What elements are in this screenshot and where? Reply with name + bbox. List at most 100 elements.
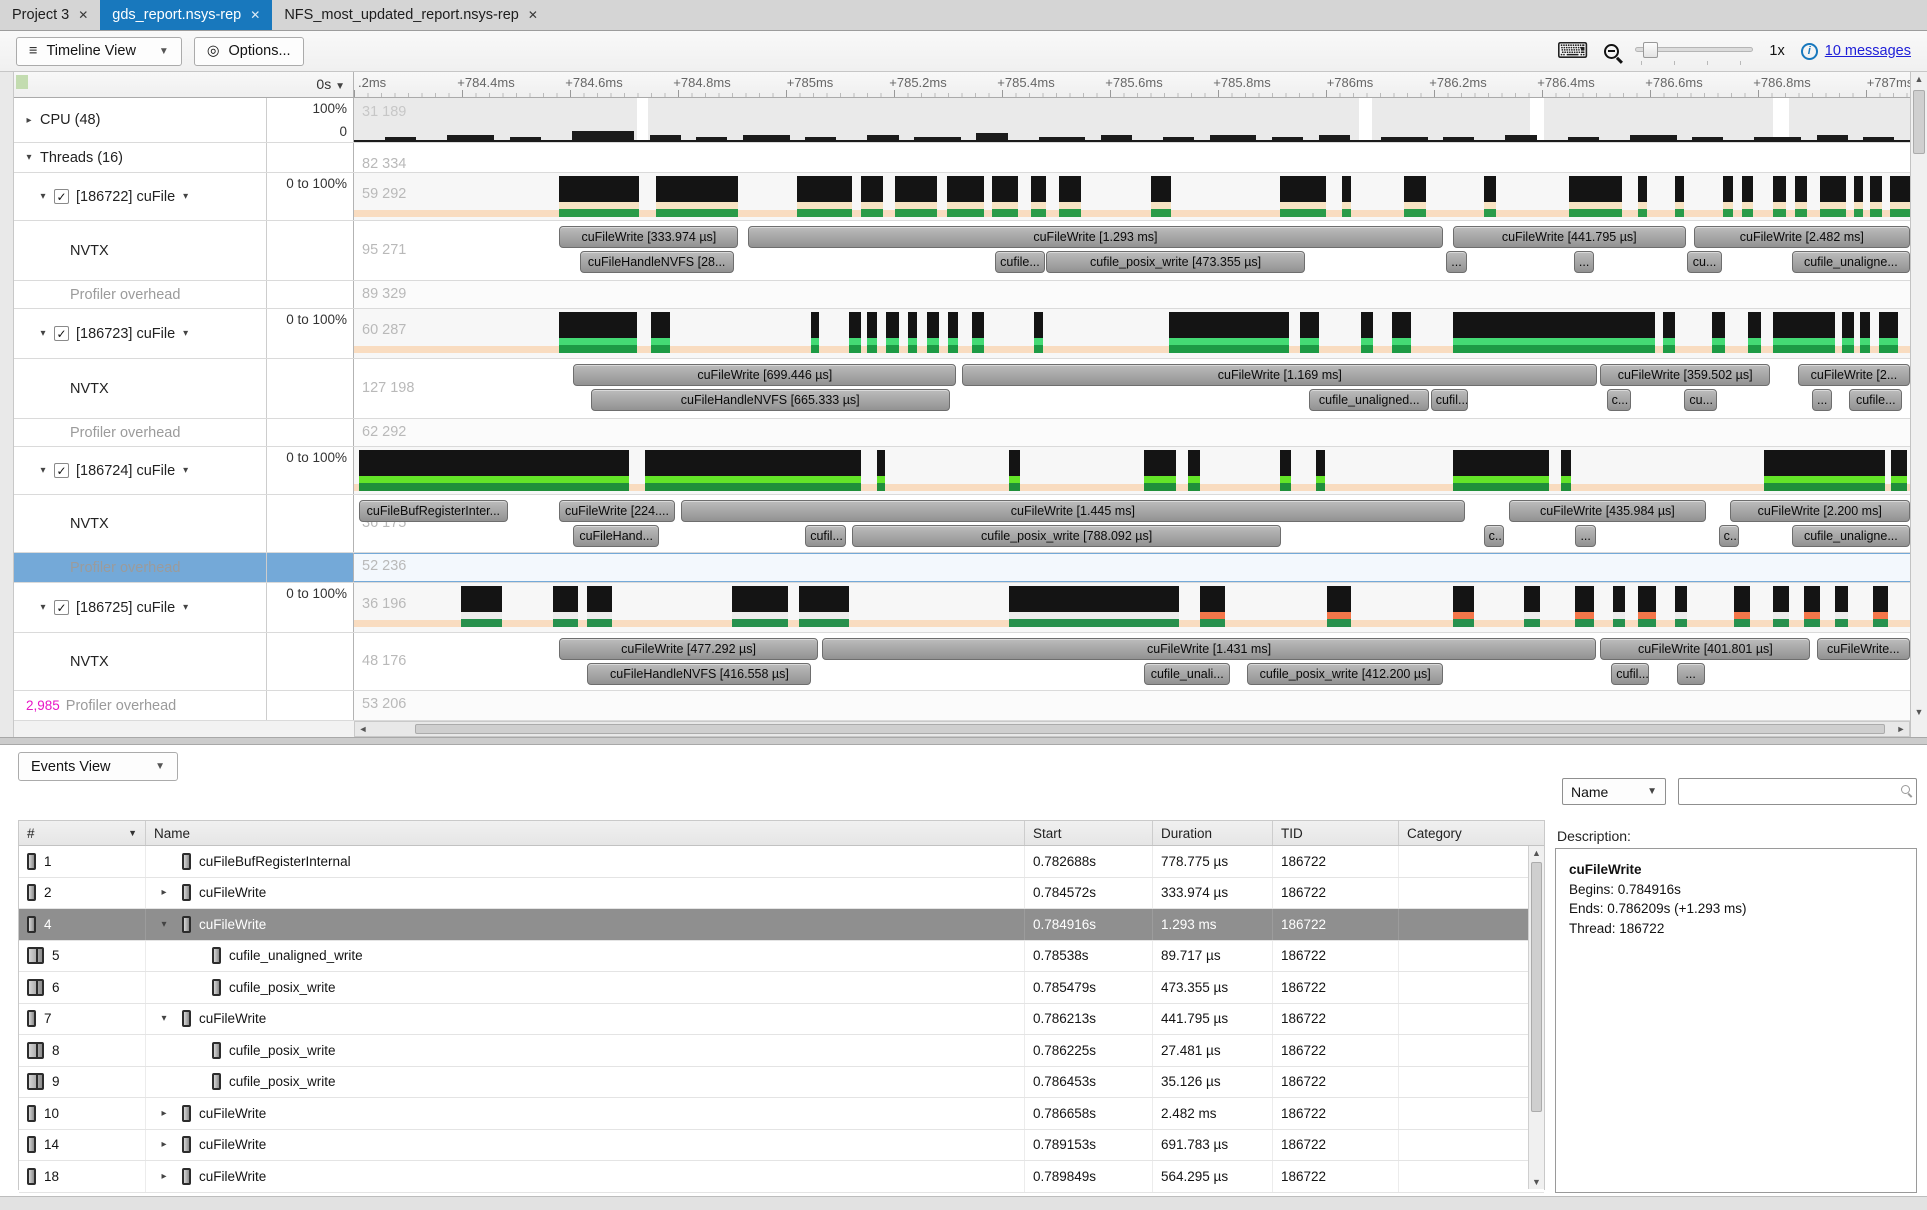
row-track[interactable]: 59 292 xyxy=(354,173,1910,220)
table-row[interactable]: 10 ▸ cuFileWrite 0.786658s 2.482 ms 186722 xyxy=(19,1098,1544,1130)
timeline-row-nvtx[interactable]: NVTX 127 198 cuFileWrite [699.446 µs] cuFil… xyxy=(14,359,1910,419)
nvtx-range-span[interactable]: cuFileWrite [441.795 µs] xyxy=(1452,226,1686,248)
timeline-row-thread[interactable]: ▾ ✓ [186722] cuFile ▾ 0 to 100% 59 292 xyxy=(14,173,1910,221)
nvtx-range-span[interactable]: cuFileWrite [1.169 ms] xyxy=(962,364,1598,386)
scroll-down-icon[interactable]: ▼ xyxy=(1532,1177,1541,1187)
event-search-input[interactable] xyxy=(1679,779,1916,804)
zoom-slider-handle[interactable] xyxy=(1643,42,1659,58)
row-label-cell[interactable]: NVTX xyxy=(14,495,267,552)
timeline-row-overhead[interactable]: Profiler overhead 62 292 xyxy=(14,419,1910,447)
scroll-up-icon[interactable]: ▲ xyxy=(1532,848,1541,858)
scrollbar-thumb[interactable] xyxy=(1531,862,1542,1112)
table-row[interactable]: 18 ▸ cuFileWrite 0.789849s 564.295 µs 186722 xyxy=(19,1161,1544,1193)
nvtx-range-span[interactable]: cuFileWrite [2... xyxy=(1797,364,1910,386)
chevron-down-icon[interactable]: ▾ xyxy=(183,602,189,613)
nvtx-range-span[interactable]: ... xyxy=(1446,251,1467,273)
expand-icon[interactable]: ▸ xyxy=(26,114,32,126)
table-row[interactable]: 4 ▾ cuFileWrite 0.784916s 1.293 ms 186722 xyxy=(19,909,1544,941)
row-track[interactable]: 52 236 xyxy=(354,553,1910,582)
timeline-row-nvtx[interactable]: NVTX 36 175 cuFileBufRegisterInter... cuFil… xyxy=(14,495,1910,553)
row-label-cell[interactable]: ▾ ✓ [186724] cuFile ▾ xyxy=(14,447,267,494)
nvtx-range-span[interactable]: cufil... xyxy=(805,525,846,547)
nvtx-range-span[interactable]: cufil... xyxy=(1430,389,1469,411)
tab-gds-report-nsys-rep[interactable]: gds_report.nsys-rep ✕ xyxy=(100,0,273,30)
row-label-cell[interactable]: NVTX xyxy=(14,359,267,418)
collapse-icon[interactable]: ▾ xyxy=(40,191,46,202)
timeline-row-group[interactable]: ▾ Threads (16) 82 334 xyxy=(14,143,1910,173)
nvtx-range-span[interactable]: cuFileWrite [333.974 µs] xyxy=(559,226,739,248)
chevron-down-icon[interactable]: ▾ xyxy=(183,191,189,202)
zoom-slider[interactable] xyxy=(1635,41,1754,65)
row-label-cell[interactable]: ▾ ✓ [186725] cuFile ▾ xyxy=(14,583,267,632)
nvtx-range-span[interactable]: cuFileWrite... xyxy=(1816,638,1910,660)
nvtx-range-span[interactable]: cuFileWrite [2.200 ms] xyxy=(1729,500,1910,522)
scroll-left-icon[interactable]: ◄ xyxy=(358,724,368,734)
view-selector-dropdown[interactable]: ≡ Timeline View ▼ xyxy=(16,36,182,66)
nvtx-range-span[interactable]: c... xyxy=(1718,525,1739,547)
row-label-cell[interactable]: ▸ CPU (48) xyxy=(14,98,267,142)
nvtx-range-span[interactable]: cuFileHand... xyxy=(573,525,659,547)
expand-icon[interactable]: ▸ xyxy=(161,1107,167,1119)
column-header-tid[interactable]: TID xyxy=(1273,821,1399,845)
nvtx-range-span[interactable]: cufile... xyxy=(1849,389,1903,411)
row-label-cell[interactable]: Profiler overhead xyxy=(14,553,267,582)
row-track[interactable]: 36 175 cuFileBufRegisterInter... cuFileWri… xyxy=(354,495,1910,552)
tab-project-3[interactable]: Project 3 ✕ xyxy=(0,0,100,30)
table-row[interactable]: 9 cufile_posix_write 0.786453s 35.126 µs 186… xyxy=(19,1066,1544,1098)
table-row[interactable]: 6 cufile_posix_write 0.785479s 473.355 µs 18… xyxy=(19,972,1544,1004)
nvtx-range-span[interactable]: cuFileWrite [435.984 µs] xyxy=(1508,500,1707,522)
collapse-icon[interactable]: ▾ xyxy=(161,918,167,930)
nvtx-range-span[interactable]: cufile... xyxy=(995,251,1045,273)
nvtx-range-span[interactable]: cufil... xyxy=(1611,663,1649,685)
collapse-icon[interactable]: ▾ xyxy=(40,328,46,339)
collapse-icon[interactable]: ▾ xyxy=(40,465,46,476)
nvtx-range-span[interactable]: cuFileHandleNVFS [416.558 µs] xyxy=(587,663,812,685)
nvtx-range-span[interactable]: cufile_unaligned... xyxy=(1309,389,1430,411)
messages-link[interactable]: 10 messages xyxy=(1824,43,1911,59)
thread-checkbox[interactable]: ✓ xyxy=(54,600,69,615)
collapse-icon[interactable]: ▾ xyxy=(161,1013,167,1025)
timeline-row-thread[interactable]: ▾ ✓ [186723] cuFile ▾ 0 to 100% 60 287 xyxy=(14,309,1910,359)
nvtx-range-span[interactable]: cu... xyxy=(1687,251,1722,273)
row-label-cell[interactable]: ▾ Threads (16) xyxy=(14,143,267,172)
close-icon[interactable]: ✕ xyxy=(78,8,89,22)
nvtx-range-span[interactable]: cufile_posix_write [788.092 µs] xyxy=(851,525,1282,547)
filter-field-dropdown[interactable]: Name ▼ xyxy=(1562,778,1666,805)
nvtx-range-span[interactable]: cuFileWrite [359.502 µs] xyxy=(1600,364,1770,386)
nvtx-range-span[interactable]: cuFileWrite [224.... xyxy=(559,500,675,522)
nvtx-range-span[interactable]: cuFileWrite [699.446 µs] xyxy=(573,364,957,386)
pane-splitter[interactable] xyxy=(0,737,1927,745)
expand-icon[interactable]: ▸ xyxy=(161,1139,167,1151)
nvtx-range-span[interactable]: cuFileHandleNVFS [665.333 µs] xyxy=(590,389,950,411)
nvtx-range-span[interactable]: cuFileWrite [1.445 ms] xyxy=(680,500,1465,522)
expand-icon[interactable]: ▸ xyxy=(161,887,167,899)
collapse-icon[interactable]: ▾ xyxy=(40,602,46,613)
chevron-down-icon[interactable]: ▾ xyxy=(183,328,189,339)
row-track[interactable]: 95 271 cuFileWrite [333.974 µs] cuFileWrit… xyxy=(354,221,1910,280)
table-row[interactable]: 2 ▸ cuFileWrite 0.784572s 333.974 µs 186722 xyxy=(19,877,1544,909)
row-track[interactable] xyxy=(354,447,1910,494)
timeline-row-overhead[interactable]: Profiler overhead 52 236 xyxy=(14,553,1910,583)
table-row[interactable]: 14 ▸ cuFileWrite 0.789153s 691.783 µs 186722 xyxy=(19,1129,1544,1161)
scroll-down-icon[interactable]: ▼ xyxy=(1914,707,1924,717)
row-track[interactable]: 48 176 cuFileWrite [477.292 µs] cuFileWrit… xyxy=(354,633,1910,690)
timeline-row-nvtx[interactable]: NVTX 48 176 cuFileWrite [477.292 µs] cuFile… xyxy=(14,633,1910,691)
row-track[interactable]: 127 198 cuFileWrite [699.446 µs] cuFileWri… xyxy=(354,359,1910,418)
row-track[interactable]: 36 196 xyxy=(354,583,1910,632)
chevron-down-icon[interactable]: ▾ xyxy=(183,465,189,476)
scrollbar-thumb[interactable] xyxy=(1913,90,1925,154)
nvtx-range-span[interactable]: cufile_posix_write [412.200 µs] xyxy=(1247,663,1444,685)
close-icon[interactable]: ✕ xyxy=(250,8,261,22)
scrollbar-thumb[interactable] xyxy=(415,724,1885,734)
row-track[interactable]: 89 329 xyxy=(354,281,1910,308)
collapse-icon[interactable]: ▾ xyxy=(26,152,32,163)
timeline-row-thread[interactable]: ▾ ✓ [186724] cuFile ▾ 0 to 100% xyxy=(14,447,1910,495)
events-view-selector[interactable]: Events View ▼ xyxy=(18,752,178,781)
zoom-out-icon[interactable] xyxy=(1604,43,1620,59)
row-track[interactable]: 82 334 xyxy=(354,143,1910,172)
time-ruler[interactable]: .2ms +784.4ms +784.6ms +784.8ms +785ms +785.2… xyxy=(354,72,1910,97)
expand-icon[interactable]: ▸ xyxy=(161,1170,167,1182)
column-header-num[interactable]: # ▼ xyxy=(19,821,146,845)
nvtx-range-span[interactable]: cu... xyxy=(1684,389,1718,411)
nvtx-range-span[interactable]: cufile_posix_write [473.355 µs] xyxy=(1046,251,1305,273)
